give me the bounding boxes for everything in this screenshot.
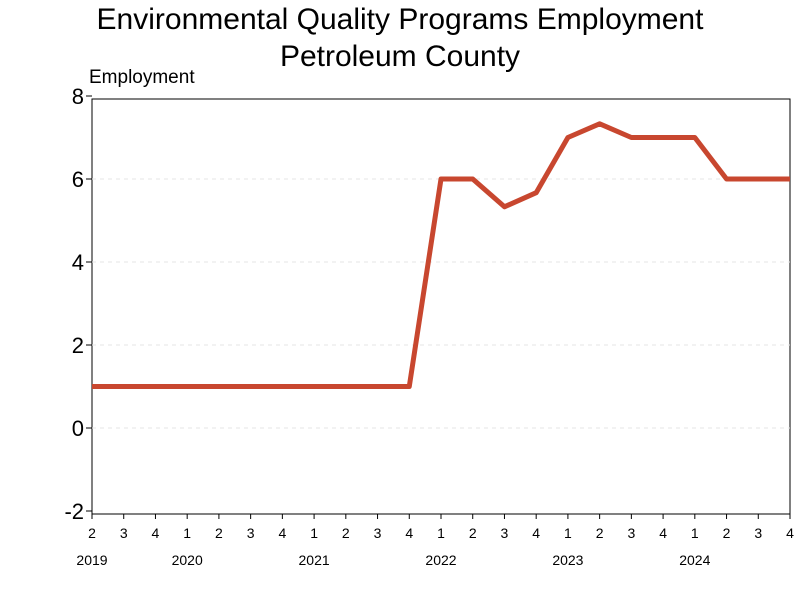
x-tick-label: 2 — [342, 525, 350, 541]
x-year-label: 2024 — [679, 552, 710, 568]
y-axis-label: Employment — [89, 67, 195, 88]
y-tick-label: 8 — [72, 84, 84, 109]
x-year-label: 2019 — [76, 552, 107, 568]
x-year-label: 2022 — [425, 552, 456, 568]
x-tick-label: 2 — [215, 525, 223, 541]
x-tick-label: 1 — [691, 525, 699, 541]
x-tick-label: 4 — [152, 525, 160, 541]
y-tick-label: 6 — [72, 167, 84, 192]
x-tick-label: 4 — [532, 525, 540, 541]
y-tick-label: 2 — [72, 333, 84, 358]
x-year-label: 2021 — [299, 552, 330, 568]
x-tick-label: 2 — [88, 525, 96, 541]
y-tick-label: -2 — [64, 499, 84, 524]
y-tick-label: 0 — [72, 416, 84, 441]
x-tick-label: 1 — [183, 525, 191, 541]
x-year-label: 2023 — [552, 552, 583, 568]
x-tick-label: 3 — [754, 525, 762, 541]
x-tick-label: 3 — [120, 525, 128, 541]
y-tick-label: 4 — [72, 250, 84, 275]
x-tick-label: 4 — [659, 525, 667, 541]
series-line — [92, 121, 790, 389]
chart-subtitle: Petroleum County — [279, 40, 521, 73]
x-tick-label: 2 — [469, 525, 477, 541]
plot-frame — [91, 98, 791, 515]
x-tick-label: 2 — [723, 525, 731, 541]
x-tick-label: 3 — [374, 525, 382, 541]
x-year-label: 2020 — [172, 552, 203, 568]
x-tick-label: 3 — [501, 525, 509, 541]
x-tick-label: 1 — [437, 525, 445, 541]
chart-title: Environmental Quality Programs Employmen… — [96, 3, 704, 36]
x-tick-label: 4 — [405, 525, 413, 541]
x-tick-label: 4 — [786, 525, 794, 541]
x-tick-label: 1 — [564, 525, 572, 541]
x-tick-label: 4 — [278, 525, 286, 541]
x-tick-label: 2 — [596, 525, 604, 541]
x-tick-label: 3 — [627, 525, 635, 541]
x-tick-label: 3 — [247, 525, 255, 541]
x-tick-label: 1 — [310, 525, 318, 541]
